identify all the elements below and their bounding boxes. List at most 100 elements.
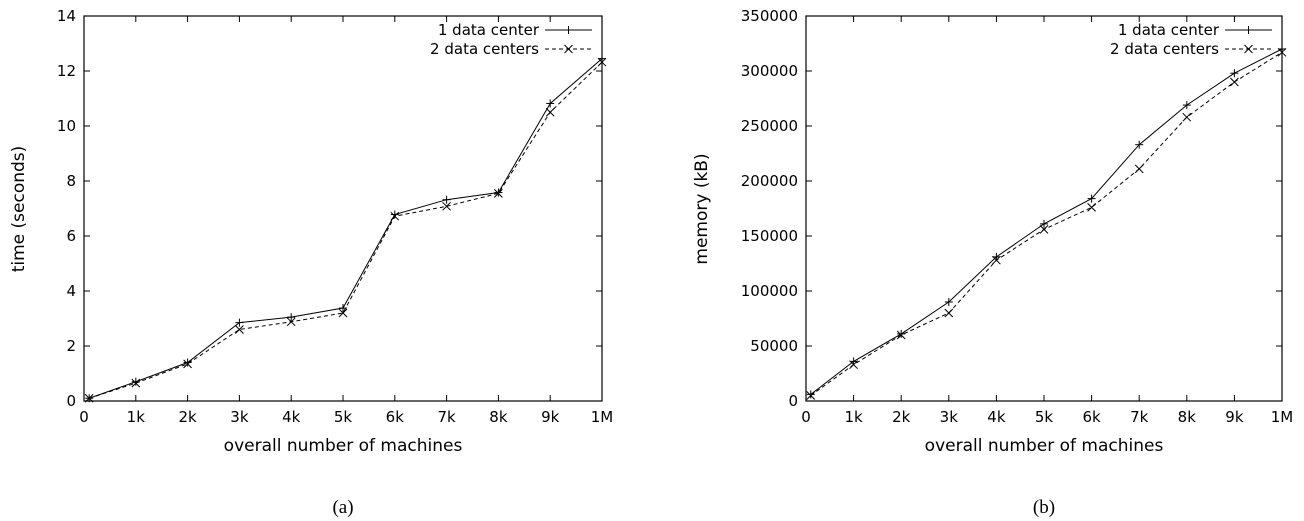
- marker-stroke: [494, 189, 503, 198]
- y-tick-label: 300000: [741, 62, 798, 80]
- data-point-2: [131, 378, 141, 388]
- marker-stroke: [944, 308, 954, 318]
- legend-label-2: 2 data centers: [430, 40, 539, 58]
- marker-stroke: [286, 317, 296, 327]
- marker-stroke: [1244, 44, 1253, 54]
- series-line-2: [89, 61, 603, 399]
- legend-marker-1: [564, 26, 573, 34]
- chart-panel-b: 0 1k 2k 3k 4k 5k 6k 7k 8k 9k 1M 0 50000 100000 150000 2…: [692, 7, 1293, 518]
- marker-stroke: [992, 255, 1001, 265]
- marker-stroke: [1134, 164, 1144, 174]
- marker-stroke: [131, 378, 141, 388]
- data-point-1: [897, 329, 906, 338]
- data-point-1: [1087, 194, 1096, 203]
- y-tick-label: 6: [66, 227, 76, 245]
- marker-stroke: [1087, 203, 1096, 212]
- series-line-1: [89, 58, 603, 399]
- data-point-1: [235, 318, 244, 327]
- data-point-2: [1277, 47, 1287, 57]
- data-point-1: [390, 210, 399, 219]
- y-tick-label: 50000: [750, 337, 798, 355]
- data-point-2: [545, 107, 555, 117]
- marker-stroke: [84, 393, 94, 403]
- marker-stroke: [545, 107, 555, 117]
- x-tick-label: 0: [79, 408, 89, 426]
- data-point-2: [1230, 77, 1239, 87]
- data-point-1: [546, 99, 555, 108]
- legend-label-1: 1 data center: [1118, 21, 1220, 39]
- x-tick-label: 1k: [127, 408, 146, 426]
- data-point-2: [338, 308, 348, 318]
- data-point-2: [183, 359, 192, 369]
- data-point-2: [992, 255, 1001, 265]
- x-tick-label: 6k: [386, 408, 405, 426]
- y-tick-label: 8: [66, 172, 76, 190]
- y-tick-label: 4: [66, 282, 76, 300]
- data-point-2: [849, 360, 858, 370]
- data-point-2: [84, 393, 94, 403]
- data-point-2: [1182, 112, 1192, 122]
- y-tick-label: 350000: [741, 7, 798, 25]
- tick-group: 0 1k 2k 3k 4k 5k 6k 7k 8k 9k 1M 0 50000 100000 150000 2…: [741, 7, 1294, 426]
- data-point-2: [597, 57, 607, 67]
- data-point-1: [1230, 69, 1239, 78]
- x-tick-label: 2k: [178, 408, 197, 426]
- x-tick-label: 7k: [1130, 408, 1149, 426]
- y-tick-label: 0: [788, 392, 798, 410]
- panel-caption: (b): [1033, 497, 1055, 518]
- y-axis-label: memory (kB): [692, 153, 712, 264]
- y-tick-label: 150000: [741, 227, 798, 245]
- data-point-1: [1182, 101, 1191, 110]
- tick-group: 0 1k 2k 3k 4k 5k 6k 7k 8k 9k 1M 0 2 4 6 8 10 12 14: [57, 7, 613, 426]
- data-point-1: [494, 188, 503, 197]
- marker-stroke: [442, 201, 451, 211]
- data-point-2: [806, 391, 816, 400]
- x-tick-label: 5k: [1035, 408, 1054, 426]
- y-tick-label: 2: [66, 337, 76, 355]
- marker-stroke: [896, 330, 906, 340]
- legend-label-2: 2 data centers: [1110, 40, 1219, 58]
- x-axis-label: overall number of machines: [925, 436, 1164, 456]
- marker-stroke: [1039, 225, 1049, 234]
- data-point-2: [896, 330, 906, 340]
- series-group: [806, 45, 1287, 400]
- y-tick-label: 200000: [741, 172, 798, 190]
- x-tick-label: 6k: [1082, 408, 1101, 426]
- x-tick-label: 9k: [541, 408, 560, 426]
- data-point-1: [442, 195, 451, 204]
- marker-stroke: [183, 359, 192, 369]
- legend-label-1: 1 data center: [438, 21, 540, 39]
- marker-stroke: [1230, 77, 1239, 87]
- x-tick-label: 4k: [282, 408, 301, 426]
- marker-stroke: [338, 308, 348, 318]
- data-point-2: [442, 201, 451, 211]
- data-point-1: [1135, 140, 1144, 149]
- legend-marker-1: [1244, 26, 1253, 34]
- data-point-1: [944, 298, 953, 306]
- data-point-1: [806, 390, 815, 399]
- x-tick-label: 3k: [940, 408, 959, 426]
- plot-frame: [805, 15, 1283, 402]
- data-point-2: [944, 308, 954, 318]
- y-tick-label: 12: [57, 62, 76, 80]
- data-point-2: [286, 317, 296, 327]
- x-tick-label: 0: [801, 408, 811, 426]
- data-point-1: [1040, 219, 1048, 228]
- marker-stroke: [1277, 47, 1287, 57]
- legend-marker-2: [564, 44, 573, 54]
- x-tick-label: 4k: [987, 408, 1006, 426]
- x-axis-label: overall number of machines: [224, 436, 463, 456]
- x-tick-label: 9k: [1225, 408, 1244, 426]
- y-tick-label: 14: [57, 7, 76, 25]
- x-tick-label: 1M: [591, 408, 614, 426]
- data-point-1: [598, 54, 606, 63]
- x-tick-label: 2k: [892, 408, 911, 426]
- series-group: [84, 54, 607, 403]
- y-tick-label: 10: [57, 117, 76, 135]
- x-tick-label: 5k: [334, 408, 353, 426]
- x-tick-label: 3k: [230, 408, 249, 426]
- marker-stroke: [235, 325, 244, 334]
- x-tick-label: 7k: [437, 408, 456, 426]
